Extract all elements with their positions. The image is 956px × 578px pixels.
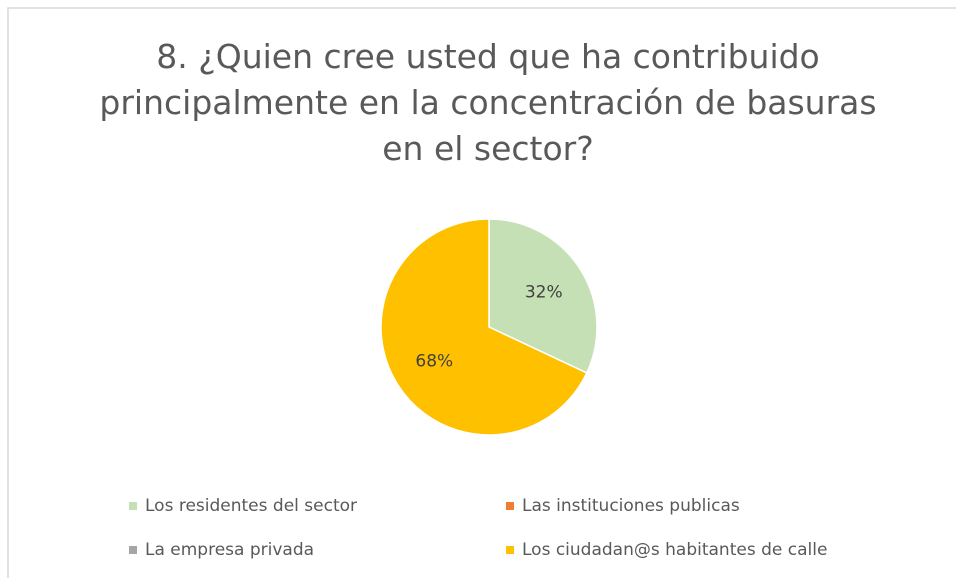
legend-swatch: [506, 546, 514, 554]
data-label: 32%: [525, 282, 563, 302]
legend-label: Los residentes del sector: [145, 496, 357, 516]
legend-label: Los ciudadan@s habitantes de calle: [522, 540, 827, 560]
pie-slice: [380, 218, 588, 436]
data-label: 68%: [415, 352, 453, 372]
chart-border: [7, 7, 956, 578]
legend-swatch: [129, 546, 137, 554]
pie-slice: [488, 218, 598, 374]
legend-label: Las instituciones publicas: [522, 496, 740, 516]
legend-label: La empresa privada: [145, 540, 314, 560]
legend-swatch: [506, 502, 514, 510]
legend-swatch: [129, 502, 137, 510]
chart-title: 8. ¿Quien cree usted que ha contribuido …: [99, 37, 877, 168]
